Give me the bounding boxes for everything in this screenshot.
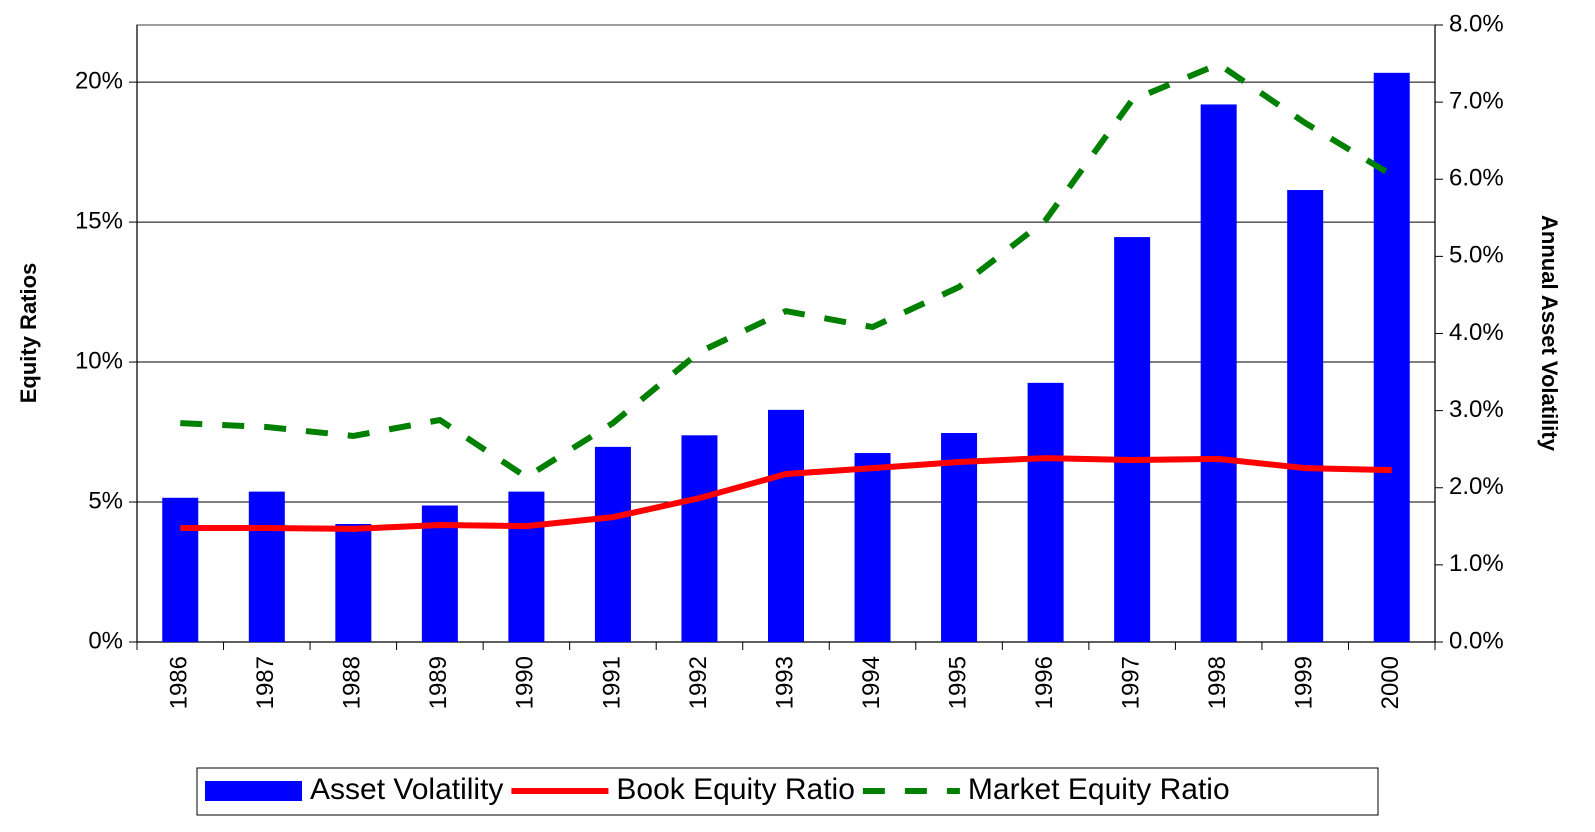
legend-swatch <box>205 781 302 801</box>
x-tick-label: 1988 <box>339 656 366 709</box>
y-tick-label: 5% <box>88 487 123 514</box>
x-tick-label: 1999 <box>1291 656 1318 709</box>
legend-box <box>196 767 1379 816</box>
legend-label: Market Equity Ratio <box>968 773 1230 806</box>
line-series <box>180 455 1392 532</box>
y2-tick-label: 3.0% <box>1449 396 1504 423</box>
y-axis-title: Equity Ratios <box>16 263 41 404</box>
legend-label: Book Equity Ratio <box>616 773 854 806</box>
bar <box>335 523 372 642</box>
y2-axis-title: Annual Asset Volatility <box>1537 215 1562 452</box>
y-tick-label: 15% <box>75 207 123 234</box>
bar <box>941 432 978 642</box>
bar <box>1114 237 1151 642</box>
y2-tick-label: 4.0% <box>1449 319 1504 346</box>
y-tick-label: 10% <box>75 347 123 374</box>
x-tick-label: 1992 <box>685 656 712 709</box>
bar <box>594 446 631 642</box>
x-tick-label: 2000 <box>1377 656 1404 709</box>
bar <box>1027 382 1064 642</box>
bar <box>1373 72 1410 642</box>
x-tick-label: 1996 <box>1031 656 1058 709</box>
x-tick-label: 1997 <box>1117 656 1144 709</box>
bar <box>681 435 718 642</box>
x-tick-label: 1986 <box>166 656 193 709</box>
x-tick-label: 1993 <box>771 656 798 709</box>
x-tick-label: 1990 <box>512 656 539 709</box>
bar <box>162 497 199 642</box>
y2-tick-label: 1.0% <box>1449 550 1504 577</box>
y-tick-label: 0% <box>88 627 123 654</box>
x-tick-label: 1991 <box>598 656 625 709</box>
bar <box>768 409 804 642</box>
line-series <box>180 60 1394 481</box>
x-tick-label: 1987 <box>252 656 279 709</box>
bar <box>854 453 891 642</box>
y2-tick-label: 0.0% <box>1449 627 1504 654</box>
x-tick-label: 1995 <box>944 656 971 709</box>
legend-label: Asset Volatility <box>310 773 503 806</box>
legend: Asset Volatility Book Equity Ratio Market … <box>196 767 1379 816</box>
y2-tick-label: 2.0% <box>1449 473 1504 500</box>
y2-tick-label: 7.0% <box>1449 87 1504 114</box>
x-tick-label: 1994 <box>858 656 885 709</box>
bar <box>508 491 545 642</box>
bar <box>1200 104 1237 643</box>
bar <box>248 491 285 642</box>
y2-tick-label: 5.0% <box>1449 242 1504 269</box>
x-tick-label: 1998 <box>1204 656 1231 709</box>
x-tick-label: 1989 <box>425 656 452 709</box>
y2-tick-label: 8.0% <box>1449 10 1504 37</box>
bar <box>1287 190 1324 643</box>
y2-tick-label: 6.0% <box>1449 165 1504 192</box>
y-tick-label: 20% <box>75 67 123 94</box>
